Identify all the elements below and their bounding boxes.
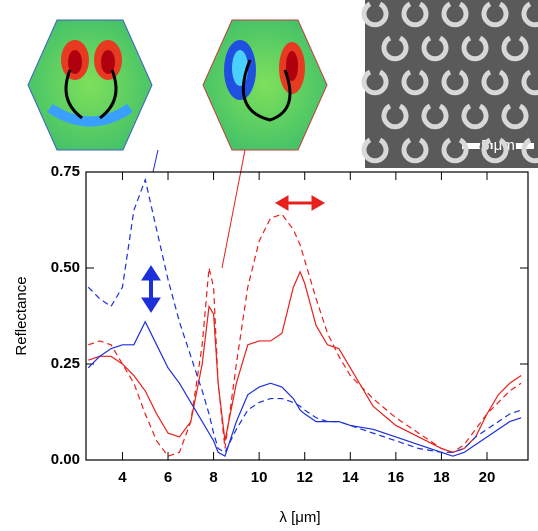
ring (441, 69, 469, 96)
sem-inset: 5 μm (361, 0, 538, 168)
y-axis-label: Reflectance (13, 276, 30, 355)
ring (501, 103, 529, 130)
series-line (87, 177, 522, 454)
red-arrow (275, 195, 325, 211)
ring (361, 137, 389, 164)
ring (521, 137, 538, 164)
ring (481, 69, 509, 96)
series-line (88, 213, 522, 457)
ring (381, 35, 409, 62)
ring (501, 35, 529, 62)
field-inset-2 (202, 19, 328, 151)
ring (441, 137, 469, 164)
ring (521, 69, 538, 96)
x-tick-label: 18 (433, 469, 450, 486)
x-tick-label: 16 (388, 469, 405, 486)
ring (401, 1, 429, 28)
ring (421, 103, 449, 130)
ring (421, 35, 449, 62)
y-tick-label: 0.50 (51, 259, 80, 276)
x-tick-label: 4 (118, 469, 127, 486)
x-tick-label: 8 (209, 469, 217, 486)
plot-frame (85, 171, 529, 461)
ring (401, 69, 429, 96)
x-tick-label: 20 (479, 469, 496, 486)
field-inset-1 (27, 19, 153, 151)
ring (401, 137, 429, 164)
x-tick-label: 14 (342, 469, 359, 486)
ring (361, 1, 389, 28)
x-axis-label: λ [μm] (279, 509, 320, 526)
ring (461, 103, 489, 130)
ring (361, 69, 389, 96)
ring (521, 1, 538, 28)
y-tick-label: 0.00 (51, 451, 80, 468)
ring (381, 103, 409, 130)
ring (461, 35, 489, 62)
x-tick-label: 12 (296, 469, 313, 486)
y-tick-label: 0.25 (51, 355, 80, 372)
y-tick-label: 0.75 (51, 163, 80, 180)
x-tick-label: 6 (164, 469, 172, 486)
x-tick-label: 10 (251, 469, 268, 486)
blue-arrow (141, 265, 161, 313)
series-line (87, 320, 522, 458)
connector (221, 149, 246, 269)
connector (152, 149, 159, 173)
ring (481, 137, 509, 164)
ring (481, 1, 509, 28)
ring (441, 1, 469, 28)
